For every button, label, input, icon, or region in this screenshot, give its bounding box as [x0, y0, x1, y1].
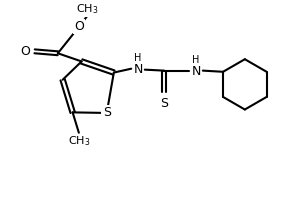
- Text: N: N: [133, 63, 143, 76]
- Text: CH$_3$: CH$_3$: [68, 135, 90, 148]
- Text: O: O: [74, 20, 84, 33]
- Text: H: H: [134, 53, 142, 63]
- Text: H: H: [192, 55, 200, 65]
- Text: N: N: [191, 65, 201, 78]
- Text: O: O: [20, 45, 30, 58]
- Text: S: S: [160, 97, 168, 110]
- Text: CH$_3$: CH$_3$: [75, 2, 98, 16]
- Text: S: S: [103, 106, 111, 119]
